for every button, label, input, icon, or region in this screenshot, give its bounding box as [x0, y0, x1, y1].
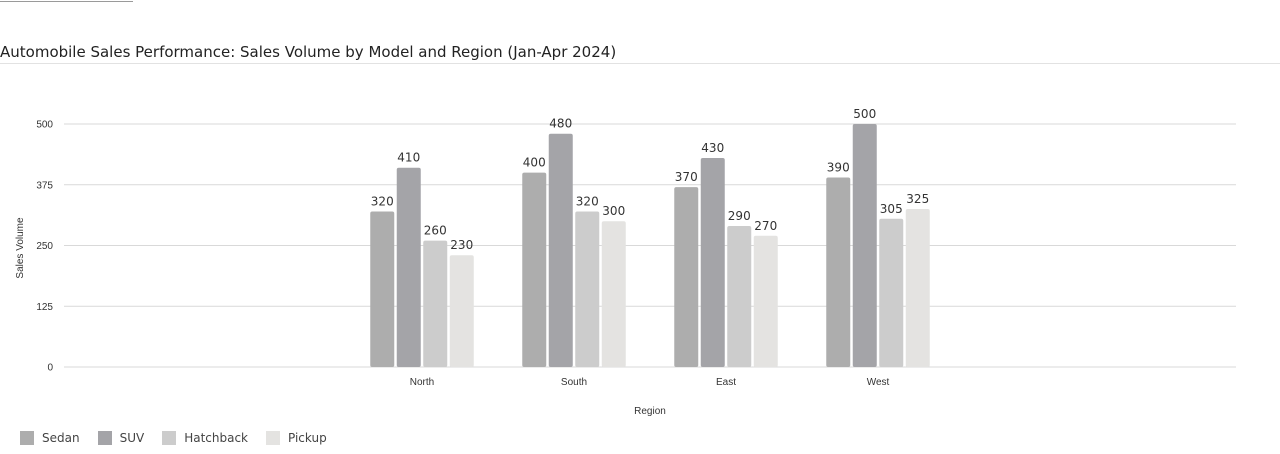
bars	[370, 124, 930, 367]
bar-suv-north[interactable]	[396, 167, 421, 367]
legend-label: Sedan	[42, 431, 80, 445]
data-label: 325	[906, 192, 929, 206]
data-label: 300	[602, 204, 625, 218]
x-axis-title: Region	[634, 406, 666, 417]
data-labels: 3204102602304004803203003704302902703905…	[371, 107, 929, 252]
legend-swatch	[97, 431, 112, 445]
data-label: 370	[675, 170, 698, 184]
bar-pickup-south[interactable]	[601, 221, 626, 367]
data-label: 500	[853, 107, 876, 121]
data-label: 410	[397, 151, 420, 165]
bar-sedan-north[interactable]	[370, 211, 395, 367]
data-label: 430	[701, 141, 724, 155]
bar-hatchback-north[interactable]	[423, 240, 448, 367]
legend-swatch	[266, 431, 280, 445]
x-tick-label: West	[867, 377, 890, 388]
data-label: 480	[549, 117, 572, 131]
y-axis-title: Sales Volume	[15, 217, 26, 279]
x-tick-label: North	[410, 377, 434, 388]
data-label: 305	[880, 202, 903, 216]
data-label: 320	[371, 194, 394, 208]
data-label: 290	[728, 209, 751, 223]
bar-pickup-north[interactable]	[449, 255, 474, 367]
bar-sedan-south[interactable]	[522, 172, 547, 367]
y-tick-label: 125	[36, 302, 53, 313]
y-tick-label: 375	[36, 180, 53, 191]
chart-title: Automobile Sales Performance: Sales Volu…	[0, 43, 617, 61]
legend-item-hatchback[interactable]: Hatchback	[162, 431, 248, 445]
legend-item-pickup[interactable]: Pickup	[266, 431, 327, 445]
data-label: 260	[424, 224, 447, 238]
legend-label: Hatchback	[184, 431, 248, 445]
y-axis-ticks: 0 125 250 375 500	[36, 120, 53, 374]
x-tick-label: East	[716, 377, 736, 388]
legend: Sedan SUV Hatchback Pickup	[20, 431, 327, 445]
bar-hatchback-south[interactable]	[575, 211, 600, 367]
title-divider	[0, 63, 1280, 64]
bar-pickup-west[interactable]	[905, 209, 930, 367]
legend-item-suv[interactable]: SUV	[97, 431, 145, 445]
top-tab-indicator	[0, 0, 133, 2]
legend-swatch	[20, 431, 34, 445]
bar-sedan-west[interactable]	[826, 177, 851, 367]
bar-sedan-east[interactable]	[674, 187, 699, 367]
x-axis-ticks: North South East West	[410, 377, 890, 388]
y-tick-label: 0	[47, 363, 53, 374]
bar-suv-south[interactable]	[548, 133, 573, 367]
bar-pickup-east[interactable]	[753, 235, 778, 367]
bar-suv-west[interactable]	[852, 124, 877, 367]
y-tick-label: 250	[36, 241, 53, 252]
legend-label: SUV	[119, 431, 145, 445]
data-label: 270	[754, 219, 777, 233]
bar-hatchback-east[interactable]	[727, 226, 752, 367]
gridlines	[64, 123, 1236, 368]
y-tick-label: 500	[36, 120, 53, 131]
data-label: 390	[827, 160, 850, 174]
bar-suv-east[interactable]	[700, 158, 725, 367]
bar-hatchback-west[interactable]	[879, 218, 904, 367]
x-tick-label: South	[561, 377, 587, 388]
legend-label: Pickup	[288, 431, 327, 445]
data-label: 400	[523, 156, 546, 170]
legend-item-sedan[interactable]: Sedan	[20, 431, 80, 445]
data-label: 320	[576, 194, 599, 208]
data-label: 230	[450, 238, 473, 252]
legend-swatch	[162, 431, 177, 445]
